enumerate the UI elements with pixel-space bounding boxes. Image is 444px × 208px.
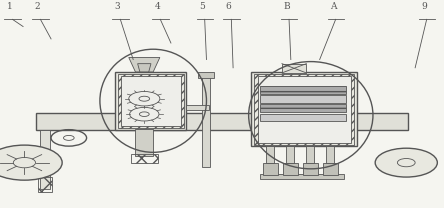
- Bar: [286, 146, 294, 163]
- Bar: [323, 163, 338, 175]
- Bar: [115, 72, 186, 130]
- Text: 9: 9: [421, 2, 427, 11]
- Bar: [40, 130, 50, 189]
- Bar: [135, 129, 153, 156]
- Bar: [260, 104, 346, 112]
- Text: B: B: [283, 2, 289, 11]
- Bar: [258, 76, 351, 143]
- Text: 1: 1: [7, 2, 12, 11]
- Bar: [326, 146, 334, 163]
- Bar: [121, 76, 181, 125]
- Bar: [260, 174, 344, 179]
- Bar: [202, 74, 210, 167]
- Text: 5: 5: [199, 2, 205, 11]
- Bar: [38, 177, 52, 192]
- Bar: [303, 163, 318, 175]
- Bar: [263, 163, 278, 175]
- Bar: [260, 114, 346, 121]
- Bar: [283, 163, 298, 175]
- Polygon shape: [129, 57, 160, 72]
- Circle shape: [0, 145, 62, 180]
- Bar: [306, 146, 314, 163]
- Circle shape: [375, 148, 437, 177]
- Bar: [254, 74, 354, 145]
- Text: 6: 6: [226, 2, 231, 11]
- Bar: [266, 146, 274, 163]
- Text: 4: 4: [155, 2, 160, 11]
- Bar: [260, 86, 346, 94]
- Bar: [118, 74, 184, 128]
- Bar: [36, 113, 408, 130]
- Polygon shape: [186, 105, 209, 110]
- Bar: [260, 95, 346, 103]
- Bar: [251, 72, 357, 146]
- Text: A: A: [330, 2, 336, 11]
- Text: 3: 3: [115, 2, 120, 11]
- Text: 2: 2: [35, 2, 40, 11]
- Bar: [131, 154, 158, 163]
- Bar: [282, 64, 306, 73]
- Polygon shape: [138, 64, 151, 72]
- Bar: [198, 72, 214, 78]
